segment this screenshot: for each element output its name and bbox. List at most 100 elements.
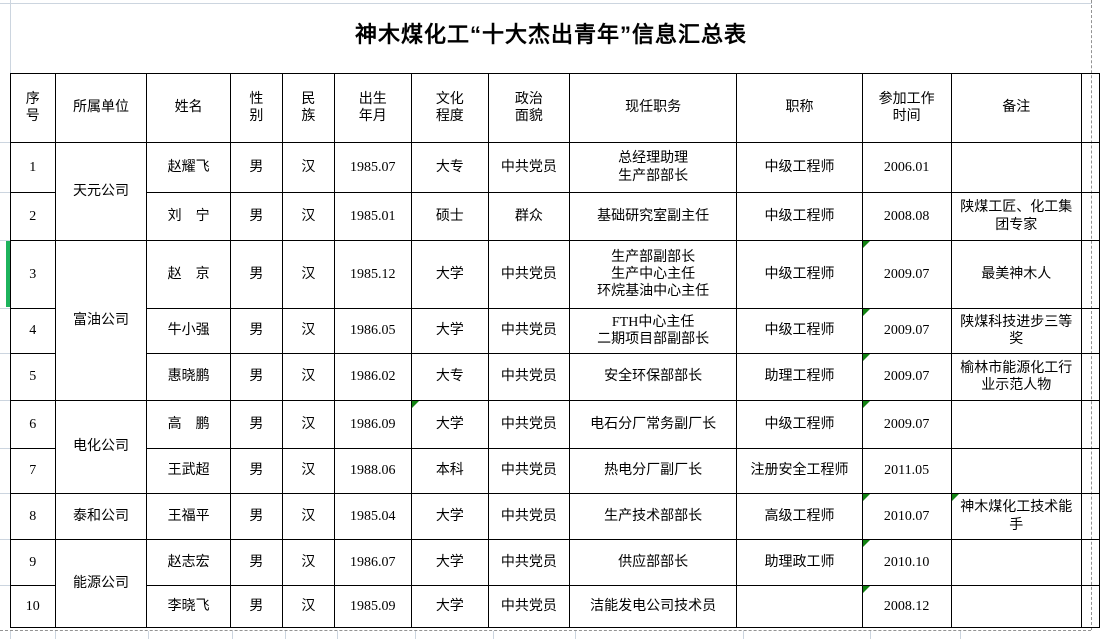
cell-r6-position[interactable]: 电石分厂常务副厂长 xyxy=(568,400,738,449)
cell-r8-political[interactable]: 中共党员 xyxy=(487,493,570,540)
cell-r1-gender[interactable]: 男 xyxy=(229,142,284,193)
cell-r1-education[interactable]: 大专 xyxy=(410,142,489,193)
cell-r2-gender[interactable]: 男 xyxy=(229,192,284,241)
cell-r8-work-start[interactable]: 2010.07 xyxy=(861,493,952,540)
cell-unit-tianyuan[interactable]: 天元公司 xyxy=(54,142,148,241)
cell-r5-name[interactable]: 惠晓鹏 xyxy=(146,353,231,401)
cell-r1-position[interactable]: 总经理助理 生产部部长 xyxy=(568,142,738,193)
cell-r9-ethnicity[interactable]: 汉 xyxy=(282,539,335,586)
cell-r9-remark[interactable] xyxy=(950,539,1083,586)
cell-r10-remark[interactable] xyxy=(950,585,1083,628)
cell-r3-position[interactable]: 生产部副部长 生产中心主任 环烷基油中心主任 xyxy=(568,240,738,309)
cell-r6-work-start[interactable]: 2009.07 xyxy=(861,400,952,449)
cell-r9-name[interactable]: 赵志宏 xyxy=(146,539,231,586)
cell-r6-remark[interactable] xyxy=(950,400,1083,449)
cell-r8-position[interactable]: 生产技术部部长 xyxy=(568,493,738,540)
cell-r6-birth[interactable]: 1986.09 xyxy=(333,400,412,449)
page-title[interactable]: 神木煤化工“十大杰出青年”信息汇总表 xyxy=(354,22,747,47)
cell-r1-ethnicity[interactable]: 汉 xyxy=(282,142,335,193)
col-header-birth[interactable]: 出生 年月 xyxy=(333,73,412,143)
cell-r10-birth[interactable]: 1985.09 xyxy=(333,585,412,628)
cell-r10-gender[interactable]: 男 xyxy=(229,585,284,628)
cell-r8-gender[interactable]: 男 xyxy=(229,493,284,540)
col-header-name[interactable]: 姓名 xyxy=(146,73,231,143)
cell-r1-name[interactable]: 赵耀飞 xyxy=(146,142,231,193)
cell-r7-name[interactable]: 王武超 xyxy=(146,448,231,494)
cell-r3-name[interactable]: 赵 京 xyxy=(146,240,231,309)
cell-unit-fuyou[interactable]: 富油公司 xyxy=(54,240,148,401)
col-header-unit[interactable]: 所属单位 xyxy=(54,73,148,143)
cell-r9-no[interactable]: 9 xyxy=(10,539,56,586)
cell-r4-remark[interactable]: 陕煤科技进步三等奖 xyxy=(950,308,1083,354)
cell-r7-position[interactable]: 热电分厂副厂长 xyxy=(568,448,738,494)
cell-unit-nengyuan[interactable]: 能源公司 xyxy=(54,539,148,628)
cell-r1-political[interactable]: 中共党员 xyxy=(487,142,570,193)
cell-r3-ethnicity[interactable]: 汉 xyxy=(282,240,335,309)
col-header-education[interactable]: 文化 程度 xyxy=(410,73,489,143)
cell-r1-birth[interactable]: 1985.07 xyxy=(333,142,412,193)
cell-r5-ethnicity[interactable]: 汉 xyxy=(282,353,335,401)
col-header-no[interactable]: 序号 xyxy=(10,73,56,143)
cell-r9-work-start[interactable]: 2010.10 xyxy=(861,539,952,586)
cell-r7-ethnicity[interactable]: 汉 xyxy=(282,448,335,494)
cell-r6-gender[interactable]: 男 xyxy=(229,400,284,449)
cell-r3-political[interactable]: 中共党员 xyxy=(487,240,570,309)
cell-r10-name[interactable]: 李晓飞 xyxy=(146,585,231,628)
cell-r1-job-title[interactable]: 中级工程师 xyxy=(736,142,863,193)
cell-r1-no[interactable]: 1 xyxy=(10,142,56,193)
cell-r6-ethnicity[interactable]: 汉 xyxy=(282,400,335,449)
cell-r10-political[interactable]: 中共党员 xyxy=(487,585,570,628)
cell-r2-ethnicity[interactable]: 汉 xyxy=(282,192,335,241)
cell-r2-name[interactable]: 刘 宁 xyxy=(146,192,231,241)
cell-r7-education[interactable]: 本科 xyxy=(410,448,489,494)
cell-r6-political[interactable]: 中共党员 xyxy=(487,400,570,449)
cell-r5-birth[interactable]: 1986.02 xyxy=(333,353,412,401)
cell-r4-work-start[interactable]: 2009.07 xyxy=(861,308,952,354)
cell-r3-birth[interactable]: 1985.12 xyxy=(333,240,412,309)
cell-r8-remark[interactable]: 神木煤化工技术能手 xyxy=(950,493,1083,540)
cell-r6-job-title[interactable]: 中级工程师 xyxy=(736,400,863,449)
cell-r10-no[interactable]: 10 xyxy=(10,585,56,628)
cell-r8-name[interactable]: 王福平 xyxy=(146,493,231,540)
cell-r2-remark[interactable]: 陕煤工匠、化工集团专家 xyxy=(950,192,1083,241)
cell-r9-education[interactable]: 大学 xyxy=(410,539,489,586)
cell-r7-gender[interactable]: 男 xyxy=(229,448,284,494)
cell-r9-position[interactable]: 供应部部长 xyxy=(568,539,738,586)
cell-r5-work-start[interactable]: 2009.07 xyxy=(861,353,952,401)
cell-r6-no[interactable]: 6 xyxy=(10,400,56,449)
cell-r7-remark[interactable] xyxy=(950,448,1083,494)
cell-r2-no[interactable]: 2 xyxy=(10,192,56,241)
cell-r3-job-title[interactable]: 中级工程师 xyxy=(736,240,863,309)
cell-r5-no[interactable]: 5 xyxy=(10,353,56,401)
cell-r5-political[interactable]: 中共党员 xyxy=(487,353,570,401)
cell-r9-gender[interactable]: 男 xyxy=(229,539,284,586)
col-header-ethnicity[interactable]: 民族 xyxy=(282,73,335,143)
cell-r9-job-title[interactable]: 助理政工师 xyxy=(736,539,863,586)
cell-r5-position[interactable]: 安全环保部部长 xyxy=(568,353,738,401)
cell-r4-birth[interactable]: 1986.05 xyxy=(333,308,412,354)
cell-r7-no[interactable]: 7 xyxy=(10,448,56,494)
cell-r9-political[interactable]: 中共党员 xyxy=(487,539,570,586)
cell-r4-political[interactable]: 中共党员 xyxy=(487,308,570,354)
cell-r2-political[interactable]: 群众 xyxy=(487,192,570,241)
cell-r8-job-title[interactable]: 高级工程师 xyxy=(736,493,863,540)
cell-r7-work-start[interactable]: 2011.05 xyxy=(861,448,952,494)
cell-r2-job-title[interactable]: 中级工程师 xyxy=(736,192,863,241)
col-header-political[interactable]: 政治 面貌 xyxy=(487,73,570,143)
cell-r9-birth[interactable]: 1986.07 xyxy=(333,539,412,586)
cell-r2-position[interactable]: 基础研究室副主任 xyxy=(568,192,738,241)
cell-r6-name[interactable]: 高 鹏 xyxy=(146,400,231,449)
cell-r8-education[interactable]: 大学 xyxy=(410,493,489,540)
cell-r8-no[interactable]: 8 xyxy=(10,493,56,540)
cell-r4-job-title[interactable]: 中级工程师 xyxy=(736,308,863,354)
cell-r3-work-start[interactable]: 2009.07 xyxy=(861,240,952,309)
cell-r10-ethnicity[interactable]: 汉 xyxy=(282,585,335,628)
cell-r3-gender[interactable]: 男 xyxy=(229,240,284,309)
cell-r4-education[interactable]: 大学 xyxy=(410,308,489,354)
cell-unit-taihe[interactable]: 泰和公司 xyxy=(54,493,148,540)
col-header-remark[interactable]: 备注 xyxy=(950,73,1083,143)
cell-r4-name[interactable]: 牛小强 xyxy=(146,308,231,354)
cell-r4-position[interactable]: FTH中心主任 二期项目部副部长 xyxy=(568,308,738,354)
col-header-position[interactable]: 现任职务 xyxy=(568,73,738,143)
cell-r10-work-start[interactable]: 2008.12 xyxy=(861,585,952,628)
